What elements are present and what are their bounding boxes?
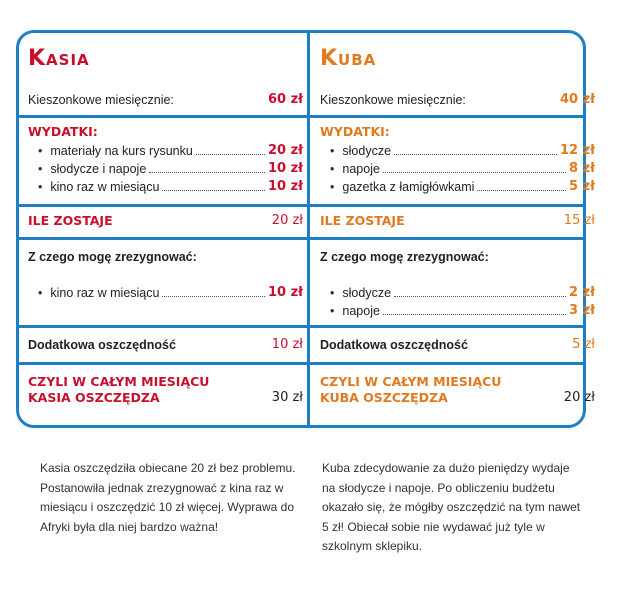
leader-dots [162,182,265,191]
kasia-left-row: ILE ZOSTAJE 20 zł [28,213,303,228]
row-divider [16,362,586,365]
kuba-expenses-title: WYDATKI: [320,124,390,139]
resign-label: słodycze [320,286,391,300]
kuba-total-row: KUBA OSZCZĘDZA 20 zł [320,390,595,405]
expense-label: materiały na kurs rysunku [28,144,192,158]
leader-dots [162,288,265,297]
extra-value: 5 zł [572,337,595,352]
kasia-total-line1: CZYLI W CAŁYM MIESIĄCU [28,374,210,389]
total-label: KUBA OSZCZĘDZA [320,390,448,405]
left-label: ILE ZOSTAJE [320,213,405,228]
expense-value: 10 zł [267,161,303,176]
resign-item: słodycze 2 zł [320,285,595,300]
extra-label: Dodatkowa oszczędność [320,337,468,352]
resign-label: napoje [320,304,380,318]
kuba-left-row: ILE ZOSTAJE 15 zł [320,213,595,228]
resign-item: kino raz w miesiącu 10 zł [28,285,303,300]
kasia-extra-row: Dodatkowa oszczędność 10 zł [28,337,303,352]
expense-value: 10 zł [267,179,303,194]
expense-label: gazetka z łamigłówkami [320,180,474,194]
allowance-label: Kieszonkowe miesięcznie: [28,92,174,107]
expense-label: kino raz w miesiącu [28,180,159,194]
row-divider [16,237,586,240]
expense-item: słodycze i napoje 10 zł [28,161,303,176]
resign-item: napoje 3 zł [320,303,595,318]
kuba-extra-row: Dodatkowa oszczędność 5 zł [320,337,595,352]
leader-dots [477,182,567,191]
kasia-total-row: KASIA OSZCZĘDZA 30 zł [28,390,303,405]
expense-item: kino raz w miesiącu 10 zł [28,179,303,194]
resign-value: 3 zł [569,303,595,318]
left-value: 20 zł [271,213,303,228]
kuba-title: Kuba [320,46,377,71]
leader-dots [382,164,567,173]
expense-label: słodycze [320,144,391,158]
expense-value: 8 zł [569,161,595,176]
expense-value: 5 zł [569,179,595,194]
expense-item: materiały na kurs rysunku 20 zł [28,143,303,158]
kuba-column: Kuba Kieszonkowe miesięcznie: 40 zł WYDA… [320,30,595,428]
kasia-title: Kasia [28,46,90,71]
row-divider [16,325,586,328]
kasia-resign-title: Z czego mogę zrezygnować: [28,250,197,264]
kuba-note: Kuba zdecydowanie za dużo pieniędzy wyda… [322,461,581,553]
resign-label: kino raz w miesiącu [28,286,159,300]
expense-item: napoje 8 zł [320,161,595,176]
kasia-note: Kasia oszczędziła obiecane 20 zł bez pro… [40,461,296,534]
resign-value: 2 zł [569,285,595,300]
total-value: 30 zł [271,390,303,405]
expense-label: słodycze i napoje [28,162,146,176]
left-label: ILE ZOSTAJE [28,213,113,228]
kuba-total-line1: CZYLI W CAŁYM MIESIĄCU [320,374,502,389]
row-divider [16,204,586,207]
expense-item: gazetka z łamigłówkami 5 zł [320,179,595,194]
kasia-expenses-title: WYDATKI: [28,124,98,139]
expense-label: napoje [320,162,380,176]
column-divider [307,30,310,428]
extra-value: 10 zł [271,337,303,352]
left-value: 15 zł [563,213,595,228]
total-value: 20 zł [563,390,595,405]
kuba-allowance-row: Kieszonkowe miesięcznie: 40 zł [320,92,595,107]
expense-value: 20 zł [267,143,303,158]
expense-item: słodycze 12 zł [320,143,595,158]
leader-dots [195,146,265,155]
kasia-allowance-row: Kieszonkowe miesięcznie: 60 zł [28,92,303,107]
resign-value: 10 zł [267,285,303,300]
kuba-resign-title: Z czego mogę zrezygnować: [320,250,489,264]
kasia-column: Kasia Kieszonkowe miesięcznie: 60 zł WYD… [28,30,303,428]
allowance-value: 60 zł [267,92,303,107]
leader-dots [394,146,557,155]
budget-table-frame [16,30,586,428]
allowance-value: 40 zł [559,92,595,107]
leader-dots [382,306,567,315]
row-divider [16,115,586,118]
expense-value: 12 zł [559,143,595,158]
extra-label: Dodatkowa oszczędność [28,337,176,352]
allowance-label: Kieszonkowe miesięcznie: [320,92,466,107]
total-label: KASIA OSZCZĘDZA [28,390,160,405]
leader-dots [394,288,567,297]
leader-dots [149,164,265,173]
